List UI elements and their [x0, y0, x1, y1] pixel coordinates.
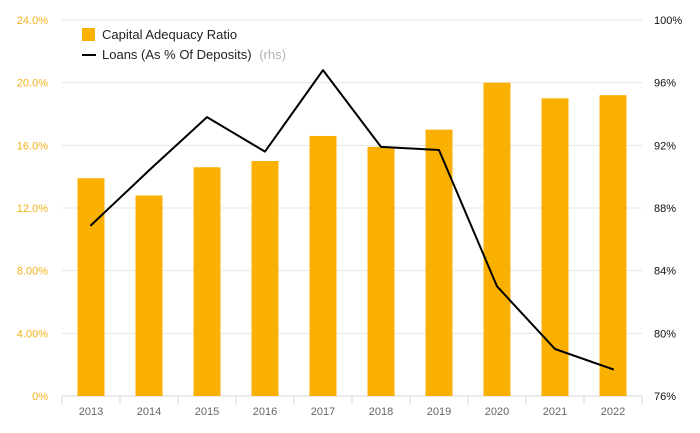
x-axis-tick-label: 2020: [485, 406, 509, 418]
line-series-loans: [90, 69, 614, 371]
left-axis-tick-label: 20.0%: [17, 78, 48, 90]
left-axis-tick-label: 4.00%: [17, 328, 48, 340]
left-axis-tick-label: 16.0%: [17, 140, 48, 152]
legend: Capital Adequacy Ratio Loans (As % Of De…: [82, 27, 286, 62]
bar-series-capital-adequacy: [77, 82, 627, 397]
legend-label-loans-suffix: (rhs): [259, 47, 286, 62]
right-axis-tick-label: 84%: [654, 266, 676, 278]
x-axis-tick-label: 2018: [369, 406, 393, 418]
left-axis-tick-label: 0%: [32, 391, 48, 403]
x-axis-tick-label: 2019: [427, 406, 451, 418]
bar-capital-adequacy-2016: [251, 161, 279, 396]
x-axis-tick-label: 2016: [253, 406, 277, 418]
x-axis-tick-label: 2022: [601, 406, 625, 418]
bar-capital-adequacy-2013: [77, 178, 105, 396]
left-axis-ticks: 0% 4.00% 8.00% 12.0% 16.0% 20.0% 24.0%: [17, 15, 48, 403]
right-axis-tick-label: 88%: [654, 203, 676, 215]
legend-label-loans: Loans (As % Of Deposits) (rhs): [102, 47, 286, 62]
right-axis-tick-label: 92%: [654, 140, 676, 152]
legend-swatch-capital-adequacy: [82, 28, 95, 41]
right-axis-tick-label: 100%: [654, 15, 682, 27]
bar-capital-adequacy-2020: [483, 82, 511, 397]
right-axis-tick-label: 96%: [654, 78, 676, 90]
bar-capital-adequacy-2018: [367, 146, 395, 396]
left-axis-tick-label: 8.00%: [17, 266, 48, 278]
bar-capital-adequacy-2015: [193, 167, 221, 396]
legend-label-loans-name: Loans (As % Of Deposits): [102, 47, 252, 62]
x-axis-tick-label: 2021: [543, 406, 567, 418]
x-axis-ticks: 2013 2014 2015 2016 2017 2018 2019 2020 2021 2022: [79, 406, 625, 418]
bar-capital-adequacy-2014: [135, 195, 163, 396]
x-axis-tick-label: 2017: [311, 406, 335, 418]
bar-capital-adequacy-2022: [599, 95, 627, 396]
x-axis-tick-label: 2015: [195, 406, 219, 418]
legend-label-capital-adequacy: Capital Adequacy Ratio: [102, 27, 237, 42]
left-axis-tick-label: 12.0%: [17, 203, 48, 215]
x-axis-tick-label: 2014: [137, 406, 161, 418]
right-axis-ticks: 76% 80% 84% 88% 92% 96% 100%: [654, 15, 682, 403]
bar-capital-adequacy-2017: [309, 135, 337, 396]
left-axis-tick-label: 24.0%: [17, 15, 48, 27]
right-axis-tick-label: 76%: [654, 391, 676, 403]
x-axis-tick-label: 2013: [79, 406, 103, 418]
bar-capital-adequacy-2019: [425, 129, 453, 396]
line-loans-as-pct-deposits: [90, 69, 614, 371]
right-axis-tick-label: 80%: [654, 328, 676, 340]
bar-capital-adequacy-2021: [541, 98, 569, 396]
